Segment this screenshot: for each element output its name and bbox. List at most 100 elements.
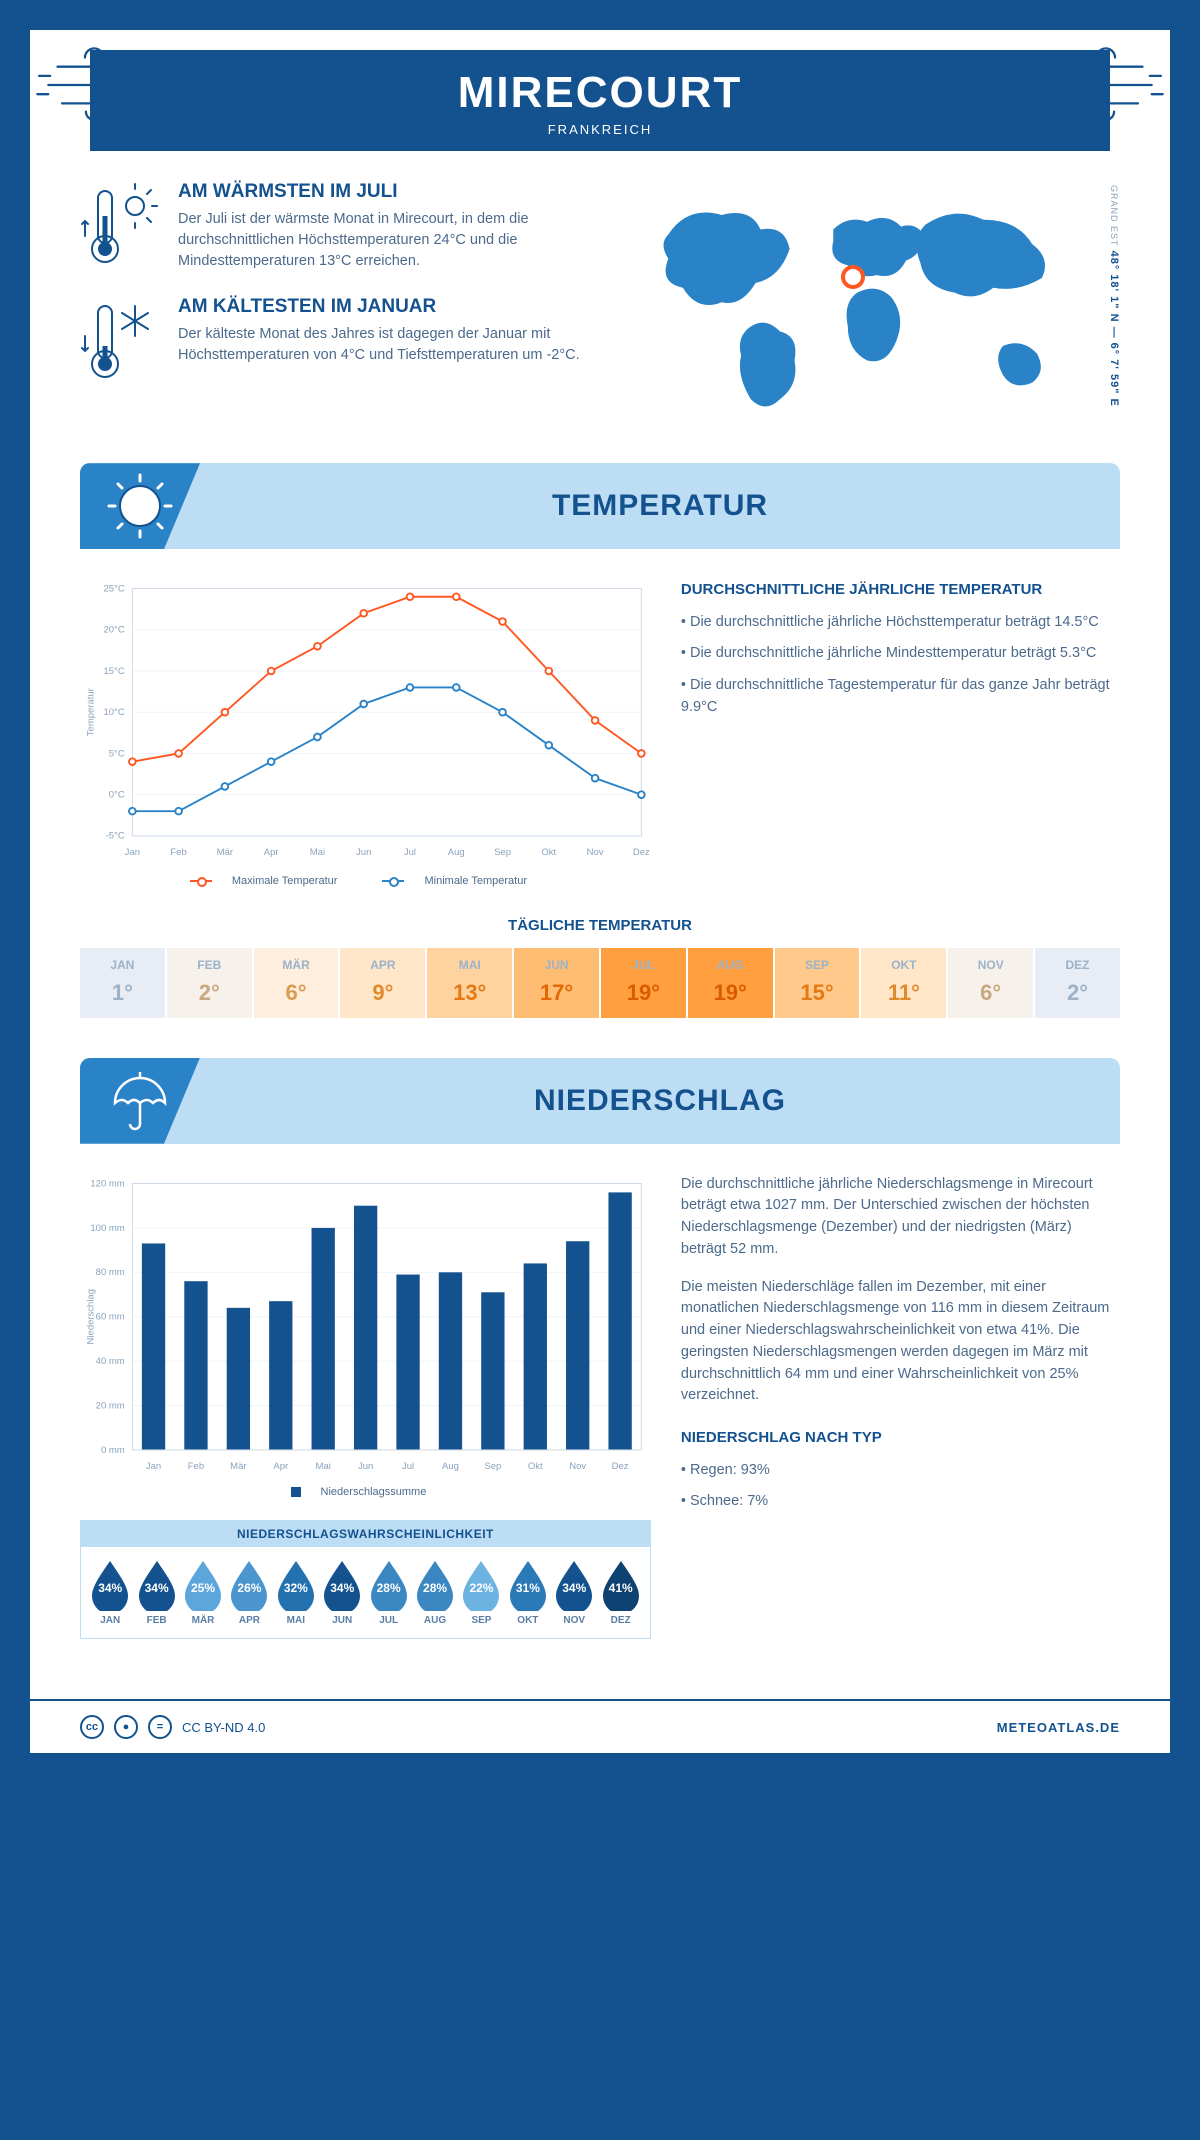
temperature-description: DURCHSCHNITTLICHE JÄHRLICHE TEMPERATUR •…	[681, 579, 1120, 886]
svg-text:Jan: Jan	[146, 1461, 161, 1472]
month-label: FEB	[167, 958, 252, 972]
drop-pct: 32%	[284, 1581, 308, 1595]
temperature-chart: -5°C0°C5°C10°C15°C20°C25°CJanFebMärAprMa…	[80, 579, 651, 886]
drop-month: JUL	[367, 1615, 409, 1626]
drop-pct: 25%	[191, 1581, 215, 1595]
coldest-fact: AM KÄLTESTEN IM JANUAR Der kälteste Mona…	[80, 296, 585, 386]
svg-text:0°C: 0°C	[109, 790, 125, 801]
umbrella-icon	[80, 1058, 200, 1144]
daily-temp-cell: JUL19°	[601, 948, 686, 1018]
drop-icon: 28%	[414, 1559, 456, 1611]
svg-text:20°C: 20°C	[103, 625, 124, 636]
temp-value: 2°	[1035, 980, 1120, 1006]
legend-precip: Niederschlagssumme	[321, 1486, 427, 1498]
drop-icon: 41%	[600, 1559, 642, 1611]
svg-text:0 mm: 0 mm	[101, 1444, 125, 1455]
temp-value: 13°	[427, 980, 512, 1006]
svg-text:Dez: Dez	[612, 1461, 629, 1472]
drop-month: OKT	[507, 1615, 549, 1626]
drop-icon: 22%	[460, 1559, 502, 1611]
drop-icon: 34%	[89, 1559, 131, 1611]
svg-text:Mai: Mai	[316, 1461, 331, 1472]
drop-pct: 26%	[237, 1581, 261, 1595]
svg-text:Nov: Nov	[569, 1461, 586, 1472]
svg-text:Jan: Jan	[125, 847, 140, 858]
drop-cell: 25%MÄR	[182, 1559, 224, 1626]
wind-icon	[1060, 40, 1170, 130]
precip-type-title: NIEDERSCHLAG NACH TYP	[681, 1427, 1120, 1450]
daily-temp-cell: MAI13°	[427, 948, 512, 1018]
drop-cell: 31% OKT	[507, 1559, 549, 1626]
precip-p1: Die durchschnittliche jährliche Niedersc…	[681, 1174, 1120, 1261]
drop-icon: 34%	[553, 1559, 595, 1611]
svg-text:-5°C: -5°C	[106, 831, 125, 842]
svg-text:10°C: 10°C	[103, 707, 124, 718]
temp-value: 19°	[688, 980, 773, 1006]
temp-value: 17°	[514, 980, 599, 1006]
svg-text:Niederschlag: Niederschlag	[85, 1289, 96, 1344]
precip-type-item: • Schnee: 7%	[681, 1491, 1120, 1513]
drop-month: JUN	[321, 1615, 363, 1626]
svg-text:Mär: Mär	[217, 847, 233, 858]
svg-text:15°C: 15°C	[103, 666, 124, 677]
drop-month: MAI	[275, 1615, 317, 1626]
daily-temp-table: JAN1°FEB2°MÄR6°APR9°MAI13°JUN17°JUL19°AU…	[80, 948, 1120, 1018]
section-title: TEMPERATUR	[200, 489, 1120, 523]
drop-month: SEP	[460, 1615, 502, 1626]
fact-title: AM KÄLTESTEN IM JANUAR	[178, 296, 585, 318]
temp-value: 6°	[254, 980, 339, 1006]
drop-icon: 34%	[136, 1559, 178, 1611]
daily-temp-cell: FEB2°	[167, 948, 252, 1018]
precipitation-description: Die durchschnittliche jährliche Niedersc…	[681, 1174, 1120, 1639]
drop-month: NOV	[553, 1615, 595, 1626]
drop-cell: 28%AUG	[414, 1559, 456, 1626]
drop-cell: 32% MAI	[275, 1559, 317, 1626]
drop-pct: 34%	[98, 1581, 122, 1595]
latlon: 48° 18' 1" N — 6° 7' 59" E	[1108, 251, 1120, 407]
month-label: JUN	[514, 958, 599, 972]
city-name: MIRECOURT	[90, 68, 1110, 118]
drop-cell: 34% NOV	[553, 1559, 595, 1626]
svg-text:20 mm: 20 mm	[96, 1400, 125, 1411]
temp-desc-title: DURCHSCHNITTLICHE JÄHRLICHE TEMPERATUR	[681, 579, 1120, 602]
page: MIRECOURT FRANKREICH AM WÄRMSTEN IM JULI…	[30, 30, 1170, 1753]
footer: cc ● = CC BY-ND 4.0 METEOATLAS.DE	[30, 1699, 1170, 1753]
month-label: DEZ	[1035, 958, 1120, 972]
header: MIRECOURT FRANKREICH	[90, 50, 1110, 151]
svg-text:Apr: Apr	[264, 847, 279, 858]
coordinates: GRAND EST 48° 18' 1" N — 6° 7' 59" E	[1100, 181, 1120, 433]
svg-text:Sep: Sep	[494, 847, 511, 858]
svg-text:Mai: Mai	[310, 847, 325, 858]
svg-text:Okt: Okt	[541, 847, 556, 858]
thermometer-snow-icon	[80, 296, 160, 386]
svg-text:120 mm: 120 mm	[90, 1178, 124, 1189]
precip-probability-box: NIEDERSCHLAGSWAHRSCHEINLICHKEIT 34%JAN34…	[80, 1520, 651, 1639]
month-label: APR	[340, 958, 425, 972]
temp-value: 6°	[948, 980, 1033, 1006]
drop-icon: 34%	[321, 1559, 363, 1611]
legend-min: Minimale Temperatur	[424, 875, 527, 887]
drop-month: DEZ	[599, 1615, 641, 1626]
svg-text:Jul: Jul	[404, 847, 416, 858]
drop-month: JAN	[89, 1615, 131, 1626]
svg-text:60 mm: 60 mm	[96, 1311, 125, 1322]
svg-text:Okt: Okt	[528, 1461, 543, 1472]
month-label: NOV	[948, 958, 1033, 972]
temp-value: 9°	[340, 980, 425, 1006]
fact-text: Der Juli ist der wärmste Monat in Mireco…	[178, 209, 585, 272]
svg-text:80 mm: 80 mm	[96, 1267, 125, 1278]
fact-title: AM WÄRMSTEN IM JULI	[178, 181, 585, 203]
drop-cell: 34% JAN	[89, 1559, 131, 1626]
drop-icon: 31%	[507, 1559, 549, 1611]
svg-text:Dez: Dez	[633, 847, 650, 858]
warmest-fact: AM WÄRMSTEN IM JULI Der Juli ist der wär…	[80, 181, 585, 272]
daily-temp-cell: AUG19°	[688, 948, 773, 1018]
nd-icon: =	[148, 1715, 172, 1739]
drop-icon: 25%	[182, 1559, 224, 1611]
drop-pct: 22%	[469, 1581, 493, 1595]
drop-pct: 34%	[330, 1581, 354, 1595]
prob-title: NIEDERSCHLAGSWAHRSCHEINLICHKEIT	[81, 1521, 650, 1547]
drop-cell: 41% DEZ	[599, 1559, 641, 1626]
svg-text:Jul: Jul	[402, 1461, 414, 1472]
month-label: SEP	[775, 958, 860, 972]
